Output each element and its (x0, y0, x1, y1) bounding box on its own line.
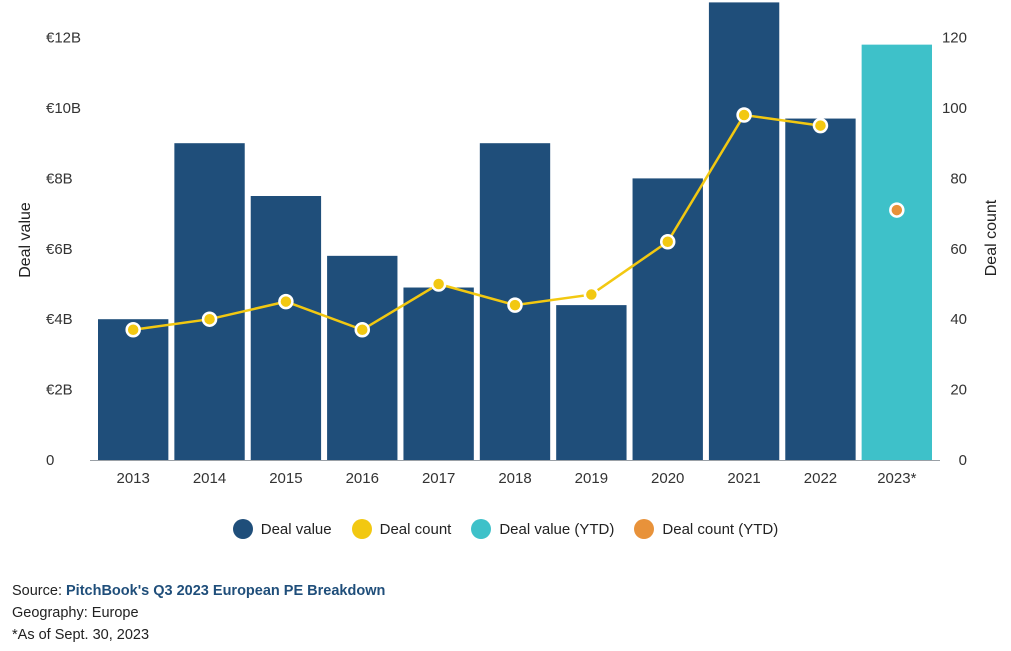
legend-item-deal-value[interactable]: Deal value (232, 519, 332, 539)
x-tick-label-2018: 2018 (498, 470, 531, 487)
bar-deal-value-2019 (556, 305, 627, 460)
bar-deal-value-2015 (250, 196, 322, 460)
y-tick-label-0: 0 (46, 452, 54, 469)
legend-item-deal-count-ytd[interactable]: Deal count (YTD) (634, 519, 778, 539)
y-tick-label-12b: €12B (46, 30, 81, 47)
y-tick-label-10b: €10B (46, 100, 81, 117)
bar-deal-value-2014 (174, 143, 245, 460)
y-axis-title: Deal value (17, 202, 34, 278)
x-tick-label-2021: 2021 (727, 470, 760, 487)
source-prefix: Source: (12, 583, 66, 599)
y-right-tick-label-0: 0 (959, 452, 967, 469)
legend: Deal value Deal count Deal value (YTD) D… (0, 514, 1011, 544)
point-deal-count-2015 (278, 293, 294, 310)
bar-deal-value-2016 (327, 255, 398, 460)
point-deal-count-2016 (354, 322, 371, 338)
x-tick-label-2015: 2015 (269, 470, 302, 487)
legend-swatch-deal-count-ytd (634, 519, 655, 539)
x-tick-label-2023: 2023* (877, 470, 916, 487)
point-deal-count-ytd-2023 (889, 202, 905, 218)
source-line: Source: PitchBook's Q3 2023 European PE … (12, 580, 385, 602)
as-of-note: *As of Sept. 30, 2023 (12, 627, 150, 643)
bar-deal-value-2021 (708, 2, 780, 461)
y-right-tick-label-60: 60 (950, 241, 967, 258)
y-right-tick-label-100: 100 (942, 100, 967, 117)
point-deal-count-2022 (812, 117, 829, 134)
y-right-tick-label-20: 20 (950, 382, 967, 399)
bar-deal-value-ytd-2023 (861, 44, 932, 460)
x-tick-label-2014: 2014 (193, 470, 226, 487)
bar-deal-value-2020 (632, 178, 703, 460)
y-right-tick-label-80: 80 (950, 170, 967, 187)
point-deal-count-2021 (736, 107, 752, 123)
legend-label-deal-value-ytd: Deal value (YTD) (499, 520, 615, 538)
x-tick-label-2020: 2020 (651, 470, 684, 487)
y-tick-label-4b: €4B (46, 311, 73, 328)
x-tick-label-2013: 2013 (116, 470, 149, 487)
y-right-tick-label-40: 40 (950, 311, 967, 328)
legend-label-deal-count-ytd: Deal count (YTD) (662, 520, 779, 538)
y-tick-label-8b: €8B (46, 170, 73, 187)
bar-deal-value-2022 (785, 118, 856, 460)
point-deal-count-2013 (125, 322, 141, 338)
legend-item-deal-value-ytd[interactable]: Deal value (YTD) (471, 519, 614, 539)
x-tick-label-2017: 2017 (422, 470, 455, 487)
y-tick-label-6b: €6B (46, 241, 73, 258)
point-deal-count-2018 (507, 297, 523, 313)
footer: Source: PitchBook's Q3 2023 European PE … (12, 580, 385, 646)
legend-item-deal-count[interactable]: Deal count (351, 519, 452, 539)
x-tick-label-2022: 2022 (804, 470, 837, 487)
point-deal-count-2014 (201, 311, 218, 327)
chart: 2013 2014 2015 2016 2017 2018 2019 2020 2021 2022… (17, 2, 1000, 487)
legend-label-deal-count: Deal count (379, 520, 452, 538)
legend-label-deal-value: Deal value (260, 520, 332, 538)
y-tick-label-2b: €2B (46, 382, 73, 399)
point-deal-count-2019 (583, 286, 600, 303)
legend-swatch-deal-value (232, 519, 253, 539)
source-link[interactable]: PitchBook's Q3 2023 European PE Breakdow… (66, 583, 386, 599)
y-axis-title-right: Deal count (983, 199, 1000, 276)
legend-swatch-deal-count (351, 519, 372, 539)
bar-deal-value-2013 (98, 319, 169, 460)
y-right-tick-label-120: 120 (942, 30, 967, 47)
x-tick-label-2016: 2016 (346, 470, 379, 487)
point-deal-count-2020 (659, 234, 676, 250)
point-deal-count-2017 (430, 276, 447, 292)
geography-note: Geography: Europe (12, 605, 139, 621)
x-tick-label-2019: 2019 (575, 470, 608, 487)
legend-swatch-deal-value-ytd (471, 519, 492, 539)
line-deal-count (133, 113, 821, 332)
bar-deal-value-2017 (403, 287, 474, 460)
